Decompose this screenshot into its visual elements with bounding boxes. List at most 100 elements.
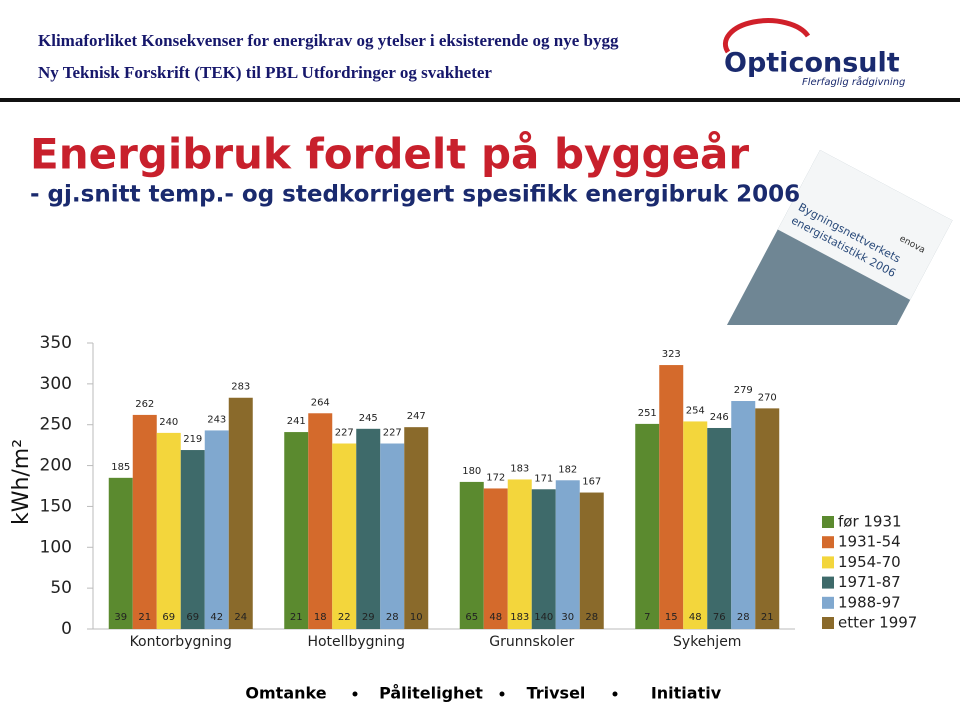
value-label: 241 <box>287 416 306 427</box>
legend-swatch <box>822 576 834 589</box>
bar <box>555 480 580 629</box>
legend-label: 1931-54 <box>838 533 901 551</box>
count-label: 48 <box>489 612 502 623</box>
legend-swatch <box>822 516 834 528</box>
logo: Opticonsult <box>724 48 900 79</box>
footer-item: Omtanke <box>245 684 326 703</box>
bar <box>531 489 556 629</box>
value-label: 254 <box>686 405 705 416</box>
bar <box>635 423 660 629</box>
count-label: 28 <box>737 612 750 623</box>
count-label: 76 <box>713 612 726 623</box>
value-label: 247 <box>407 411 426 422</box>
x-tick-label: Kontorbygning <box>130 634 232 650</box>
value-label: 167 <box>582 477 601 488</box>
count-label: 21 <box>761 612 774 623</box>
header-rule <box>0 98 960 102</box>
bar <box>579 492 604 629</box>
count-label: 39 <box>114 612 127 623</box>
bar <box>332 443 357 629</box>
count-label: 18 <box>314 612 327 623</box>
bar <box>507 479 532 629</box>
count-label: 10 <box>410 612 423 623</box>
bar <box>228 397 253 629</box>
count-label: 22 <box>338 612 351 623</box>
value-label: 243 <box>207 414 226 425</box>
count-label: 48 <box>689 612 702 623</box>
bar <box>483 488 508 629</box>
value-label: 240 <box>159 417 178 428</box>
legend-label: 1988-97 <box>838 593 901 611</box>
count-label: 69 <box>186 612 199 623</box>
legend-label: etter 1997 <box>838 614 917 632</box>
value-label: 180 <box>462 466 481 477</box>
value-label: 171 <box>534 473 553 484</box>
bar <box>731 401 756 629</box>
footer-item: Initiativ <box>651 684 722 703</box>
value-label: 251 <box>638 408 657 419</box>
value-label: 283 <box>231 382 250 393</box>
count-label: 29 <box>362 612 375 623</box>
y-tick-label: 50 <box>50 578 72 598</box>
count-label: 24 <box>234 612 247 623</box>
y-axis-label: kWh/m² <box>9 439 34 525</box>
value-label: 245 <box>359 413 378 424</box>
count-label: 28 <box>585 612 598 623</box>
bar <box>284 432 309 629</box>
legend-swatch <box>822 536 834 549</box>
chart: 0 50 100 150 200 250 300 350 Kontorbygning 185 39 2… <box>40 333 918 650</box>
header-line: Ny Teknisk Forskrift (TEK) til PBL Utfor… <box>38 63 492 82</box>
bullet <box>499 691 505 697</box>
value-label: 219 <box>183 434 202 445</box>
count-label: 21 <box>138 612 151 623</box>
y-tick-label: 250 <box>40 415 72 435</box>
bar <box>204 430 229 629</box>
bar <box>156 432 181 629</box>
count-label: 15 <box>665 612 678 623</box>
x-tick-label: Grunnskoler <box>489 634 574 650</box>
count-label: 69 <box>162 612 175 623</box>
bar <box>659 365 684 629</box>
y-tick-label: 300 <box>40 374 72 394</box>
bar <box>356 428 381 629</box>
bullet <box>352 691 358 697</box>
footer: Omtanke Pålitelighet Trivsel Initiativ <box>245 684 721 703</box>
bar <box>108 477 133 629</box>
count-label: 30 <box>561 612 574 623</box>
value-label: 246 <box>710 412 729 423</box>
y-tick-label: 100 <box>40 537 72 557</box>
bar <box>132 414 157 629</box>
bar <box>707 427 732 629</box>
value-label: 262 <box>135 399 154 410</box>
slide-title: Energibruk fordelt på byggeår <box>30 130 749 179</box>
value-label: 172 <box>486 472 505 483</box>
bar <box>755 408 780 629</box>
legend-label: før 1931 <box>838 513 902 531</box>
y-tick-label: 0 <box>61 619 72 639</box>
value-label: 279 <box>734 385 753 396</box>
header-line: Klimaforliket Konsekvenser for energikra… <box>38 31 619 50</box>
value-label: 323 <box>662 349 681 360</box>
bar <box>380 443 405 629</box>
count-label: 7 <box>644 612 650 623</box>
bar <box>180 450 205 629</box>
y-tick-label: 350 <box>40 333 72 353</box>
footer-item: Pålitelighet <box>379 684 483 703</box>
value-label: 182 <box>558 464 577 475</box>
footer-item: Trivsel <box>527 684 586 703</box>
count-label: 183 <box>510 612 529 623</box>
bar <box>459 481 484 629</box>
count-label: 21 <box>290 612 303 623</box>
value-label: 227 <box>383 428 402 439</box>
count-label: 42 <box>210 612 223 623</box>
bar <box>404 427 429 629</box>
value-label: 270 <box>758 392 777 403</box>
count-label: 28 <box>386 612 399 623</box>
book-top <box>777 150 953 300</box>
x-tick-label: Sykehjem <box>673 634 741 650</box>
x-tick-label: Hotellbygning <box>307 634 405 650</box>
slide-subtitle: - gj.snitt temp.- og stedkorrigert spesi… <box>30 182 800 208</box>
legend-swatch <box>822 556 834 569</box>
legend-swatch <box>822 596 834 609</box>
